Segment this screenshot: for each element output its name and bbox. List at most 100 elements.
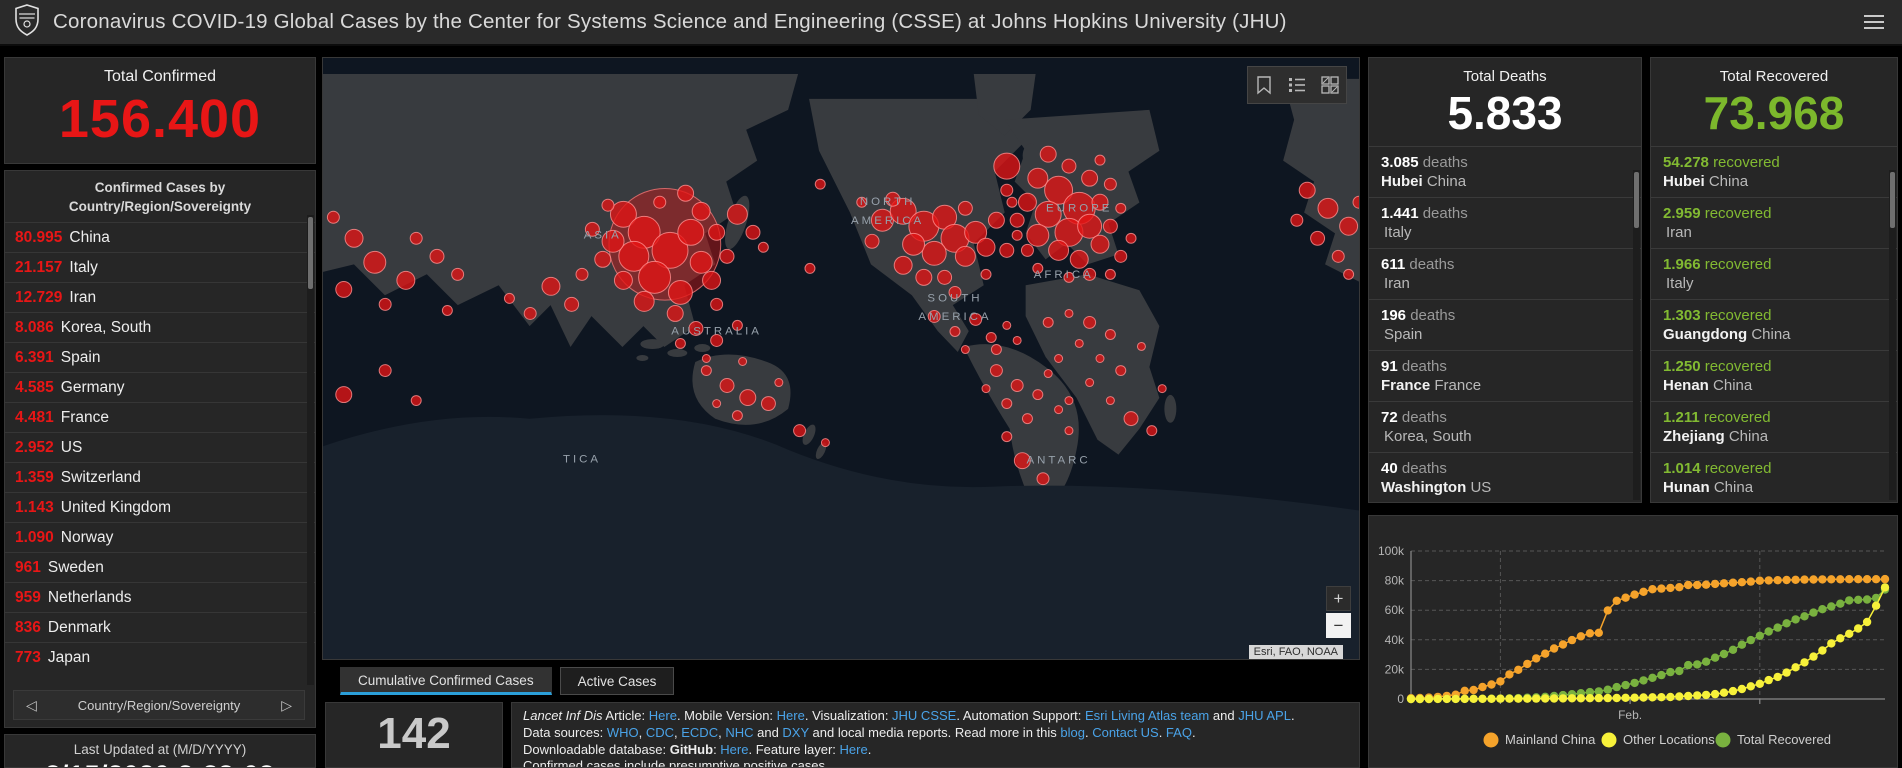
case-bubble[interactable] xyxy=(1010,379,1024,392)
country-row[interactable]: 1.359 Switzerland xyxy=(5,461,315,492)
case-bubble[interactable] xyxy=(1136,341,1146,351)
case-bubble[interactable] xyxy=(1011,229,1023,241)
case-bubble[interactable] xyxy=(774,378,784,388)
deaths-row[interactable]: 611 deaths Iran xyxy=(1369,248,1641,299)
case-bubble[interactable] xyxy=(1012,335,1022,345)
case-bubble[interactable] xyxy=(1102,218,1118,234)
scrollbar[interactable] xyxy=(1889,170,1896,500)
case-bubble[interactable] xyxy=(1083,267,1097,281)
case-bubble[interactable] xyxy=(1074,338,1084,348)
case-bubble[interactable] xyxy=(1064,308,1074,318)
case-bubble[interactable] xyxy=(564,296,580,312)
case-bubble[interactable] xyxy=(954,245,976,267)
info-link[interactable]: blog xyxy=(1060,724,1085,740)
case-bubble[interactable] xyxy=(1103,177,1117,191)
case-bubble[interactable] xyxy=(700,365,712,377)
case-bubble[interactable] xyxy=(948,285,962,299)
info-link[interactable]: NHC xyxy=(725,724,754,740)
case-bubble[interactable] xyxy=(1009,212,1025,228)
deaths-row[interactable]: 72 deaths Korea, South xyxy=(1369,401,1641,452)
case-bubble[interactable] xyxy=(993,152,1021,180)
case-bubble[interactable] xyxy=(344,228,364,248)
country-row[interactable]: 12.729 Iran xyxy=(5,281,315,312)
case-bubble[interactable] xyxy=(999,242,1015,258)
country-row[interactable]: 4.585 Germany xyxy=(5,371,315,402)
country-row[interactable]: 961 Sweden xyxy=(5,551,315,582)
case-bubble[interactable] xyxy=(451,267,465,281)
recovered-row[interactable]: 1.014 recovered Hunan China xyxy=(1651,452,1897,502)
info-link[interactable]: WHO xyxy=(606,724,639,740)
pager-prev-button[interactable]: ◁ xyxy=(26,696,37,713)
recovered-row[interactable]: 1.211 recovered Zhejiang China xyxy=(1651,401,1897,452)
case-bubble[interactable] xyxy=(409,231,423,245)
case-bubble[interactable] xyxy=(1290,213,1304,227)
case-bubble[interactable] xyxy=(804,262,816,274)
case-bubble[interactable] xyxy=(1125,232,1137,244)
case-bubble[interactable] xyxy=(1063,271,1075,283)
case-bubble[interactable] xyxy=(1085,378,1095,388)
recovered-row[interactable]: 1.303 recovered Guangdong China xyxy=(1651,299,1897,350)
case-bubble[interactable] xyxy=(1104,328,1116,340)
case-bubble[interactable] xyxy=(985,331,997,343)
info-link[interactable]: DXY xyxy=(782,724,809,740)
recovered-row[interactable]: 1.250 recovered Henan China xyxy=(1651,350,1897,401)
case-bubble[interactable] xyxy=(1083,315,1097,329)
case-bubble[interactable] xyxy=(1048,239,1070,261)
info-link[interactable]: CDC xyxy=(645,724,675,740)
case-bubble[interactable] xyxy=(987,211,1005,229)
case-bubble[interactable] xyxy=(594,250,612,268)
case-bubble[interactable] xyxy=(957,200,973,216)
case-bubble[interactable] xyxy=(1013,452,1031,470)
case-bubble[interactable] xyxy=(633,290,655,312)
case-bubble[interactable] xyxy=(575,267,589,281)
case-bubble[interactable] xyxy=(378,297,392,311)
case-bubble[interactable] xyxy=(541,276,561,296)
case-bubble[interactable] xyxy=(1034,200,1062,228)
case-bubble[interactable] xyxy=(523,306,537,320)
case-bubble[interactable] xyxy=(335,280,353,298)
case-bubble[interactable] xyxy=(1002,320,1012,330)
case-bubble[interactable] xyxy=(1123,411,1139,427)
scrollbar[interactable] xyxy=(1633,170,1640,500)
case-bubble[interactable] xyxy=(677,184,695,202)
case-bubble[interactable] xyxy=(1343,268,1355,280)
info-link[interactable]: Contact US xyxy=(1092,724,1159,740)
country-row[interactable]: 4.481 France xyxy=(5,401,315,432)
case-bubble[interactable] xyxy=(1091,193,1109,211)
case-bubble[interactable] xyxy=(1036,472,1050,486)
case-bubble[interactable] xyxy=(976,237,996,257)
case-bubble[interactable] xyxy=(1115,365,1127,377)
case-bubble[interactable] xyxy=(651,231,689,269)
case-bubble[interactable] xyxy=(1298,181,1316,199)
case-bubble[interactable] xyxy=(1032,262,1044,274)
case-bubble[interactable] xyxy=(719,378,735,393)
deaths-row[interactable]: 196 deaths Spain xyxy=(1369,299,1641,350)
case-bubble[interactable] xyxy=(708,223,726,241)
case-bubble[interactable] xyxy=(964,220,988,244)
case-bubble[interactable] xyxy=(731,410,743,422)
case-bubble[interactable] xyxy=(1077,213,1103,239)
case-bubble[interactable] xyxy=(396,270,416,290)
country-row[interactable]: 80.995 China xyxy=(5,221,315,252)
country-row[interactable]: 21.157 Italy xyxy=(5,251,315,282)
case-bubble[interactable] xyxy=(1027,167,1049,189)
case-bubble[interactable] xyxy=(1104,268,1116,280)
case-bubble[interactable] xyxy=(731,319,743,331)
case-bubble[interactable] xyxy=(689,250,713,274)
case-bubble[interactable] xyxy=(980,268,992,280)
case-bubble[interactable] xyxy=(1043,369,1053,379)
deaths-row[interactable]: 1.441 deaths Italy xyxy=(1369,197,1641,248)
case-bubble[interactable] xyxy=(691,201,711,221)
case-bubble[interactable] xyxy=(712,399,722,409)
country-row[interactable]: 1.090 Norway xyxy=(5,521,315,552)
case-bubble[interactable] xyxy=(701,354,711,363)
case-bubble[interactable] xyxy=(757,241,769,253)
info-link[interactable]: Esri Living Atlas team xyxy=(1084,708,1210,723)
case-bubble[interactable] xyxy=(738,357,748,366)
case-bubble[interactable] xyxy=(1006,196,1018,208)
case-bubble[interactable] xyxy=(1000,183,1014,197)
case-bubble[interactable] xyxy=(638,260,672,294)
case-bubble[interactable] xyxy=(960,345,970,355)
case-bubble[interactable] xyxy=(1115,202,1127,214)
case-bubble[interactable] xyxy=(688,321,704,336)
